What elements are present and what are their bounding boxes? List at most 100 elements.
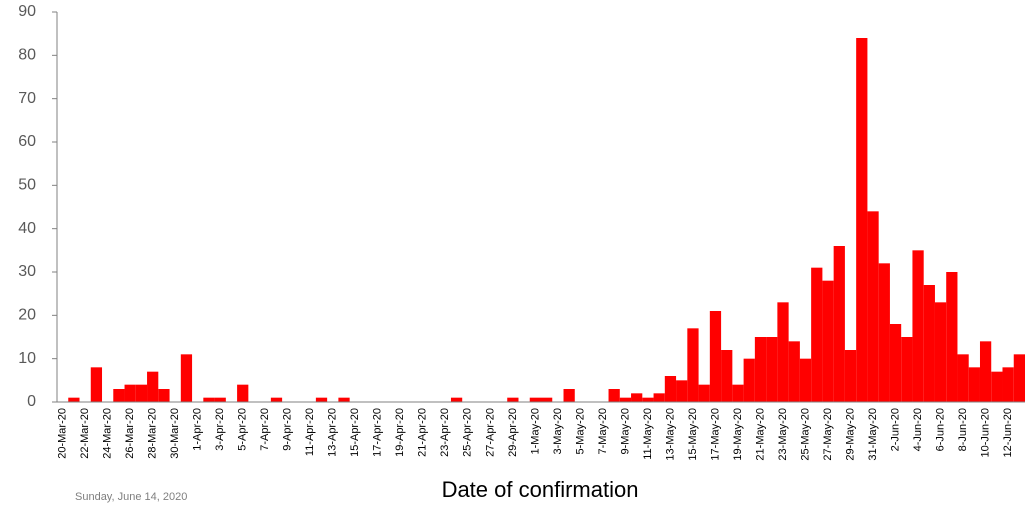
x-tick-label: 23-May-20: [777, 408, 789, 461]
x-tick-label: 24-Mar-20: [102, 408, 114, 459]
bar: [180, 354, 193, 402]
x-tick-label: 7-May-20: [597, 408, 609, 454]
bar: [743, 358, 755, 402]
bar: [912, 250, 924, 402]
bar: [676, 380, 688, 402]
bar: [923, 285, 935, 402]
bar: [529, 397, 541, 402]
x-tick-label: 27-Apr-20: [484, 408, 496, 457]
bar: [732, 384, 744, 402]
x-tick-label: 25-May-20: [799, 408, 811, 461]
x-tick-label: 21-May-20: [754, 408, 766, 461]
x-tick-label: 3-Apr-20: [214, 408, 226, 451]
bar: [631, 393, 643, 402]
bar: [889, 324, 902, 402]
bar: [338, 397, 350, 402]
x-tick-label: 15-Apr-20: [349, 408, 361, 457]
x-tick-label: 30-Mar-20: [169, 408, 181, 459]
bar: [237, 384, 249, 402]
y-tick-label: 50: [18, 177, 36, 194]
bar: [901, 337, 913, 402]
bar: [698, 384, 710, 402]
bar: [777, 302, 789, 402]
x-tick-label: 26-Mar-20: [124, 408, 136, 459]
x-tick-label: 13-May-20: [664, 408, 676, 461]
bar: [642, 397, 654, 402]
bar: [315, 397, 328, 402]
bar: [754, 337, 767, 402]
x-tick-label: 5-Apr-20: [237, 408, 249, 451]
x-tick-label: 1-May-20: [529, 408, 541, 454]
bar: [608, 389, 620, 402]
bar: [878, 263, 890, 402]
bar: [541, 397, 553, 402]
bar: [822, 280, 834, 402]
x-axis-title: Date of confirmation: [442, 477, 639, 502]
x-tick-label: 7-Apr-20: [259, 408, 271, 451]
bar: [507, 397, 519, 402]
bar: [619, 397, 632, 402]
x-tick-label: 9-Apr-20: [282, 408, 294, 451]
x-tick-label: 21-Apr-20: [417, 408, 429, 457]
x-tick-label: 6-Jun-20: [934, 408, 946, 451]
x-tick-label: 12-Jun-20: [1002, 408, 1014, 458]
y-tick-label: 20: [18, 307, 36, 324]
bar: [687, 328, 699, 402]
footer-date: Sunday, June 14, 2020: [75, 491, 187, 503]
bar: [68, 397, 80, 402]
bar: [203, 397, 215, 402]
bar: [214, 397, 226, 402]
bar: [147, 371, 159, 402]
bar: [844, 350, 857, 402]
x-tick-label: 11-May-20: [642, 408, 654, 460]
bar: [270, 397, 283, 402]
bar: [135, 384, 148, 402]
x-tick-label: 17-May-20: [709, 408, 721, 461]
x-tick-label: 11-Apr-20: [304, 408, 316, 456]
bar: [833, 246, 845, 402]
bar: [856, 38, 868, 402]
x-tick-label: 5-May-20: [574, 408, 586, 454]
bar: [113, 389, 125, 402]
x-tick-label: 15-May-20: [687, 408, 699, 461]
x-tick-label: 4-Jun-20: [912, 408, 924, 451]
bar: [957, 354, 969, 402]
x-tick-label: 2-Jun-20: [889, 408, 901, 451]
x-tick-label: 19-May-20: [732, 408, 744, 461]
bar: [991, 371, 1003, 402]
bar: [721, 350, 733, 402]
bar: [799, 358, 812, 402]
x-tick-label: 17-Apr-20: [372, 408, 384, 457]
x-tick-label: 9-May-20: [619, 408, 631, 454]
x-tick-label: 22-Mar-20: [79, 408, 91, 459]
bar: [563, 389, 575, 402]
bar: [968, 367, 980, 402]
bar: [811, 267, 823, 402]
bar: [450, 397, 463, 402]
x-tick-label: 3-May-20: [552, 408, 564, 454]
bar: [1002, 367, 1014, 402]
y-tick-label: 90: [18, 3, 36, 20]
x-tick-label: 29-Apr-20: [507, 408, 519, 457]
x-tick-label: 27-May-20: [822, 408, 834, 461]
bar: [934, 302, 947, 402]
bar: [664, 376, 677, 402]
bar: [158, 389, 170, 402]
x-tick-label: 28-Mar-20: [147, 408, 159, 459]
x-tick-label: 31-May-20: [867, 408, 879, 461]
bar: [946, 272, 958, 402]
x-tick-label: 25-Apr-20: [462, 408, 474, 457]
x-tick-label: 23-Apr-20: [439, 408, 451, 457]
bar: [766, 337, 778, 402]
x-tick-label: 20-Mar-20: [57, 408, 69, 459]
y-tick-label: 0: [27, 393, 36, 410]
y-tick-label: 10: [18, 350, 36, 367]
x-tick-label: 8-Jun-20: [957, 408, 969, 451]
y-tick-label: 30: [18, 263, 36, 280]
y-tick-label: 60: [18, 133, 36, 150]
x-tick-label: 29-May-20: [844, 408, 856, 461]
x-tick-label: 10-Jun-20: [980, 408, 992, 458]
bar: [979, 341, 992, 402]
